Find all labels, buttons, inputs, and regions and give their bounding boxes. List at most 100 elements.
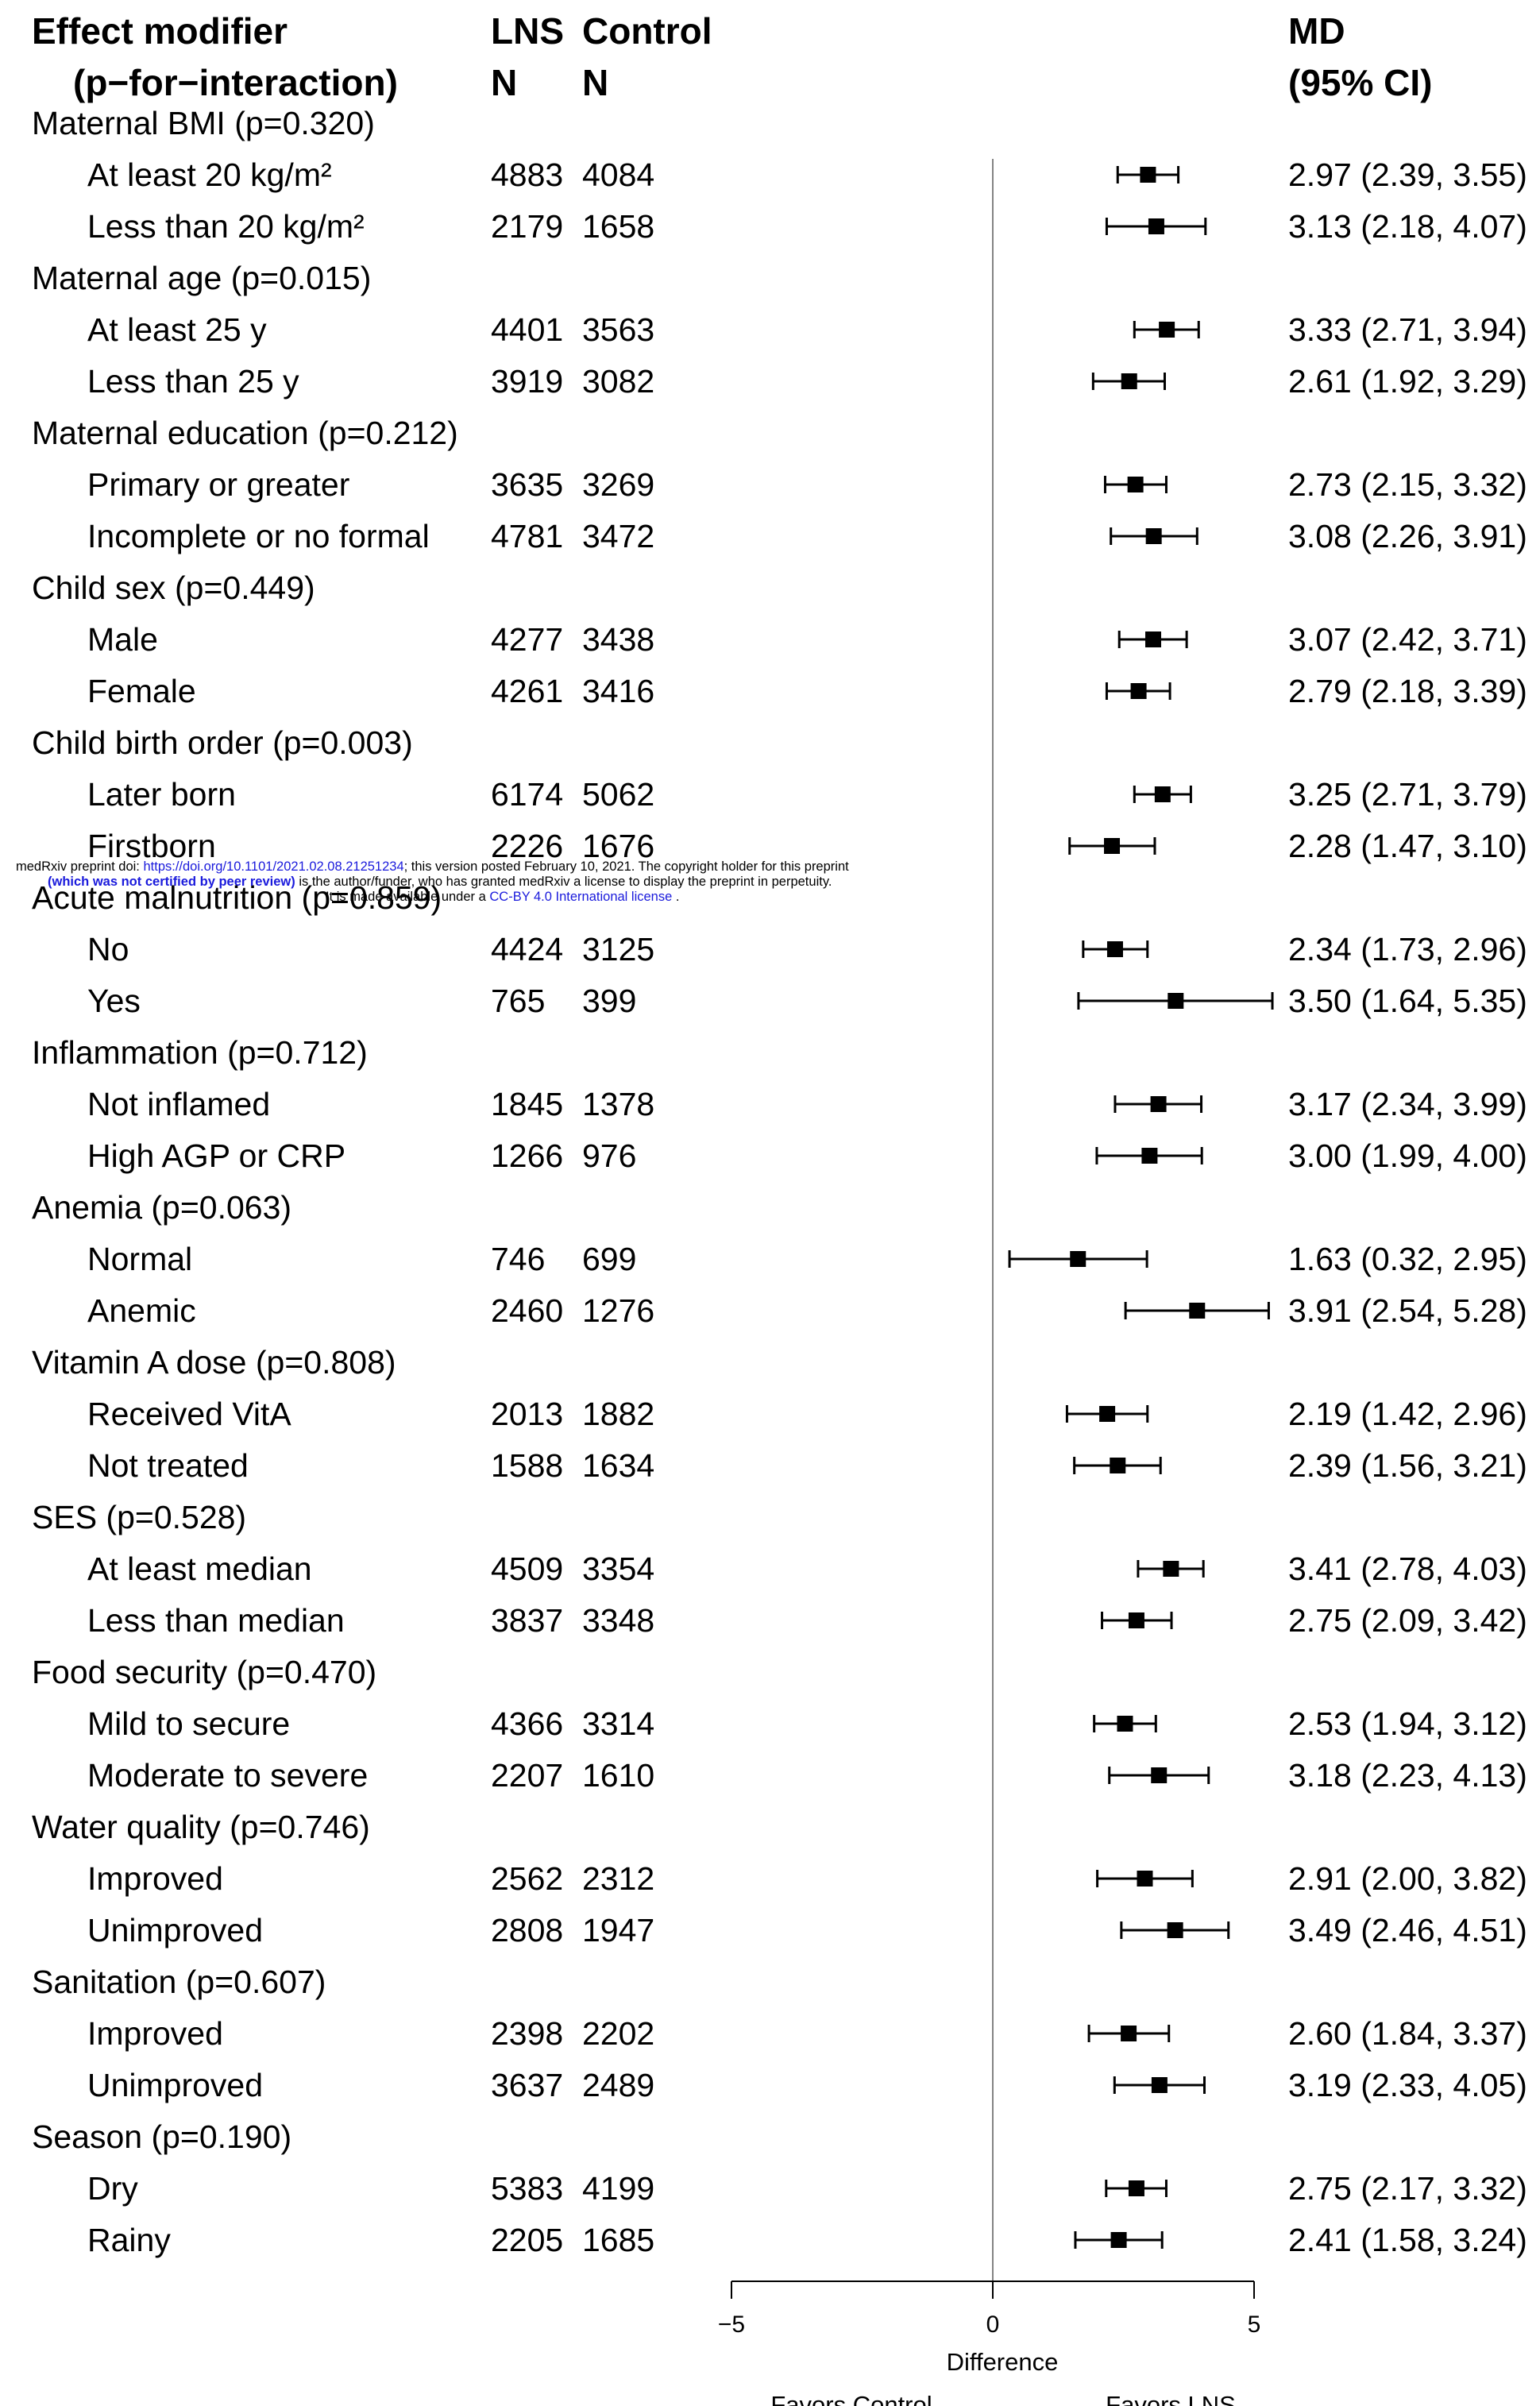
- favors-lns-label: Favors LNS: [1106, 2391, 1236, 2406]
- md-ci-value: 2.19 (1.42, 2.96): [1288, 1396, 1527, 1432]
- subgroup-label: Anemic: [87, 1292, 196, 1329]
- control-n-value: 3125: [582, 931, 654, 967]
- md-ci-value: 3.18 (2.23, 4.13): [1288, 1757, 1527, 1794]
- lns-n-value: 3837: [491, 1602, 563, 1639]
- md-ci-value: 3.49 (2.46, 4.51): [1288, 1912, 1527, 1948]
- subgroup-label: Unimproved: [87, 1912, 263, 1948]
- lns-n-value: 2226: [491, 828, 563, 864]
- control-n-value: 5062: [582, 776, 654, 813]
- group-label: Maternal BMI (p=0.320): [32, 105, 375, 141]
- group-label: Acute malnutrition (p=0.859): [32, 879, 442, 916]
- doi-link[interactable]: https://doi.org/10.1101/2021.02.08.21251…: [143, 859, 404, 874]
- md-ci-value: 3.17 (2.34, 3.99): [1288, 1086, 1527, 1122]
- md-ci-value: 3.13 (2.18, 4.07): [1288, 208, 1527, 245]
- point-estimate: [1168, 993, 1184, 1009]
- subgroup-label: Mild to secure: [87, 1705, 290, 1742]
- control-n-value: 3348: [582, 1602, 654, 1639]
- point-estimate: [1128, 2180, 1144, 2196]
- md-ci-value: 3.33 (2.71, 3.94): [1288, 311, 1527, 348]
- banner-text: .: [672, 890, 680, 904]
- point-estimate: [1151, 1767, 1168, 1783]
- lns-n-value: 2460: [491, 1292, 563, 1329]
- lns-n-value: 1588: [491, 1447, 563, 1484]
- subgroup-label: Yes: [87, 983, 141, 1019]
- point-estimate: [1148, 218, 1164, 234]
- header-effect-modifier: Effect modifier: [32, 10, 288, 52]
- point-estimate: [1127, 477, 1144, 492]
- lns-n-value: 2207: [491, 1757, 563, 1794]
- lns-n-value: 3919: [491, 363, 563, 400]
- lns-n-value: 4424: [491, 931, 563, 967]
- point-estimate: [1141, 1148, 1158, 1164]
- point-estimate: [1163, 1561, 1179, 1577]
- lns-n-value: 2808: [491, 1912, 563, 1948]
- point-estimate: [1130, 683, 1147, 699]
- control-n-value: 3472: [582, 518, 654, 554]
- point-estimate: [1070, 1251, 1086, 1267]
- point-estimate: [1099, 1406, 1116, 1422]
- control-n-value: 3563: [582, 311, 654, 348]
- group-label: Vitamin A dose (p=0.808): [32, 1344, 396, 1381]
- md-ci-value: 3.07 (2.42, 3.71): [1288, 621, 1527, 658]
- md-ci-value: 2.79 (2.18, 3.39): [1288, 673, 1527, 709]
- md-ci-value: 3.19 (2.33, 4.05): [1288, 2067, 1527, 2103]
- md-ci-value: 2.61 (1.92, 3.29): [1288, 363, 1527, 400]
- header-95-ci: (95% CI): [1288, 62, 1432, 103]
- control-n-value: 4084: [582, 156, 654, 193]
- subgroup-label: Improved: [87, 1860, 223, 1897]
- lns-n-value: 2205: [491, 2222, 563, 2258]
- banner-text: medRxiv preprint doi:: [16, 859, 144, 874]
- lns-n-value: 4277: [491, 621, 563, 658]
- x-tick-label: 0: [986, 2311, 1000, 2338]
- forest-rows: Maternal BMI (p=0.320) At least 20 kg/m² 4…: [32, 105, 1527, 2258]
- banner-text: ; this version posted February 10, 2021.…: [403, 859, 849, 874]
- subgroup-label: Not inflamed: [87, 1086, 270, 1122]
- banner-text: It is made available under a: [326, 890, 490, 904]
- subgroup-label: Primary or greater: [87, 466, 349, 503]
- md-ci-value: 2.73 (2.15, 3.32): [1288, 466, 1527, 503]
- lns-n-value: 4261: [491, 673, 563, 709]
- subgroup-label: At least 25 y: [87, 311, 267, 348]
- group-label: Season (p=0.190): [32, 2118, 291, 2155]
- license-link[interactable]: CC-BY 4.0 International license: [489, 890, 673, 904]
- md-ci-value: 2.34 (1.73, 2.96): [1288, 931, 1527, 967]
- control-n-value: 1276: [582, 1292, 654, 1329]
- control-n-value: 1685: [582, 2222, 654, 2258]
- header-control-n: N: [582, 62, 608, 103]
- banner-text: is the author/funder, who has granted me…: [295, 875, 832, 889]
- lns-n-value: 2013: [491, 1396, 563, 1432]
- md-ci-value: 3.00 (1.99, 4.00): [1288, 1137, 1527, 1174]
- md-ci-value: 2.39 (1.56, 3.21): [1288, 1447, 1527, 1484]
- header-p-for-interaction: (p−for−interaction): [73, 62, 398, 103]
- point-estimate: [1154, 786, 1171, 802]
- point-estimate: [1145, 528, 1162, 544]
- lns-n-value: 1845: [491, 1086, 563, 1122]
- subgroup-label: At least median: [87, 1551, 312, 1587]
- group-label: Child birth order (p=0.003): [32, 724, 413, 761]
- point-estimate: [1145, 631, 1162, 647]
- subgroup-label: Rainy: [87, 2222, 171, 2258]
- md-ci-value: 3.25 (2.71, 3.79): [1288, 776, 1527, 813]
- subgroup-label: At least 20 kg/m²: [87, 156, 332, 193]
- lns-n-value: 3637: [491, 2067, 563, 2103]
- group-label: Sanitation (p=0.607): [32, 1964, 326, 2000]
- md-ci-value: 3.08 (2.26, 3.91): [1288, 518, 1527, 554]
- control-n-value: 2312: [582, 1860, 654, 1897]
- lns-n-value: 1266: [491, 1137, 563, 1174]
- subgroup-label: Firstborn: [87, 828, 216, 864]
- subgroup-label: Normal: [87, 1241, 192, 1277]
- point-estimate: [1167, 1922, 1183, 1938]
- point-estimate: [1159, 322, 1175, 338]
- md-ci-value: 2.60 (1.84, 3.37): [1288, 2015, 1527, 2052]
- lns-n-value: 746: [491, 1241, 545, 1277]
- lns-n-value: 5383: [491, 2170, 563, 2207]
- point-estimate: [1121, 373, 1137, 389]
- md-ci-value: 3.41 (2.78, 4.03): [1288, 1551, 1527, 1587]
- group-label: Maternal age (p=0.015): [32, 260, 371, 296]
- lns-n-value: 4401: [491, 311, 563, 348]
- control-n-value: 4199: [582, 2170, 654, 2207]
- md-ci-value: 2.97 (2.39, 3.55): [1288, 156, 1527, 193]
- subgroup-label: Female: [87, 673, 196, 709]
- header-control: Control: [582, 10, 712, 52]
- control-n-value: 3269: [582, 466, 654, 503]
